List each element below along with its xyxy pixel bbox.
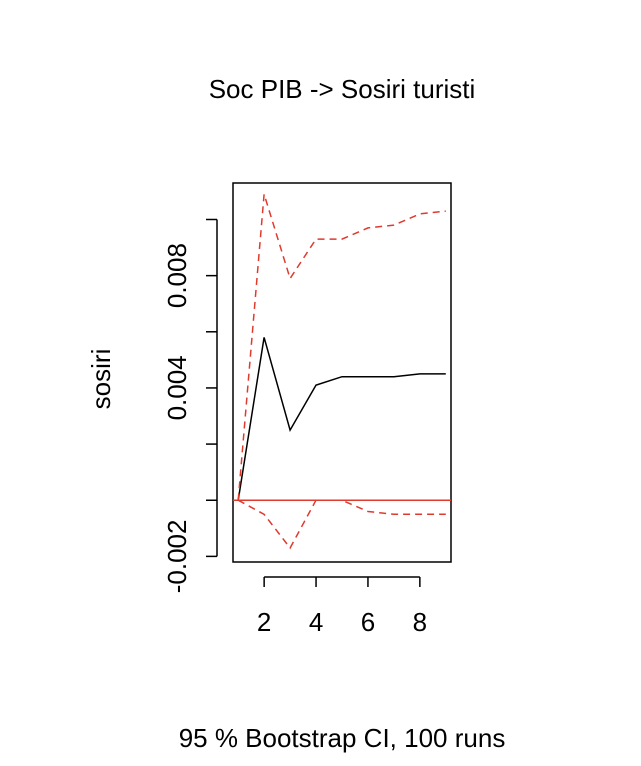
chart-footer: 95 % Bootstrap CI, 100 runs	[179, 723, 506, 753]
axes: 2 4 6 8 -0.002 0.004 0.008	[162, 218, 427, 637]
y-tick-label: -0.002	[162, 520, 192, 594]
chart-title: Soc PIB -> Sosiri turisti	[209, 74, 476, 104]
plot-area	[233, 193, 451, 550]
plot-box	[232, 182, 452, 563]
y-axis-label: sosiri	[86, 349, 116, 410]
series-line-lower	[237, 499, 446, 550]
y-tick-label: 0.008	[162, 243, 192, 308]
x-tick-label: 2	[257, 607, 271, 637]
x-tick-label: 4	[309, 607, 323, 637]
y-tick-label: 0.004	[162, 355, 192, 420]
series-line-response	[237, 337, 446, 501]
x-tick-label: 6	[361, 607, 375, 637]
x-tick-label: 8	[413, 607, 427, 637]
series-line-upper	[237, 193, 446, 501]
